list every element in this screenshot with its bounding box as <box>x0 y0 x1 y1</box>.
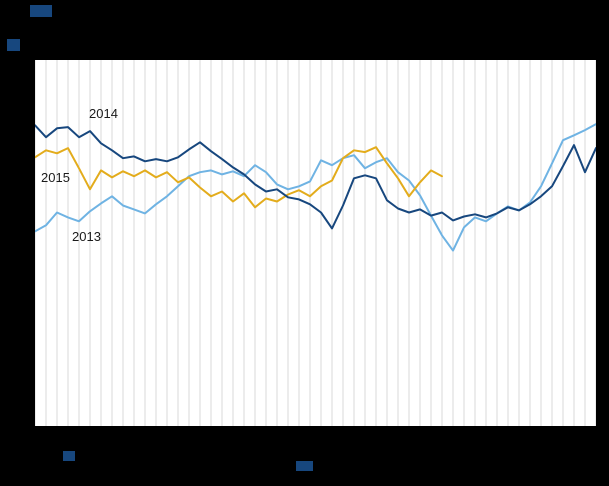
redacted-xaxis-center-block <box>296 461 313 471</box>
redacted-header-block <box>30 5 52 17</box>
line-chart-svg <box>35 60 596 426</box>
series-label-2015: 2015 <box>41 170 70 185</box>
redacted-xaxis-block <box>63 451 75 461</box>
redacted-yaxis-block <box>7 39 20 51</box>
series-label-2013: 2013 <box>72 229 101 244</box>
series-label-2014: 2014 <box>89 106 118 121</box>
plot-area: 2014 2015 2013 <box>35 60 596 426</box>
